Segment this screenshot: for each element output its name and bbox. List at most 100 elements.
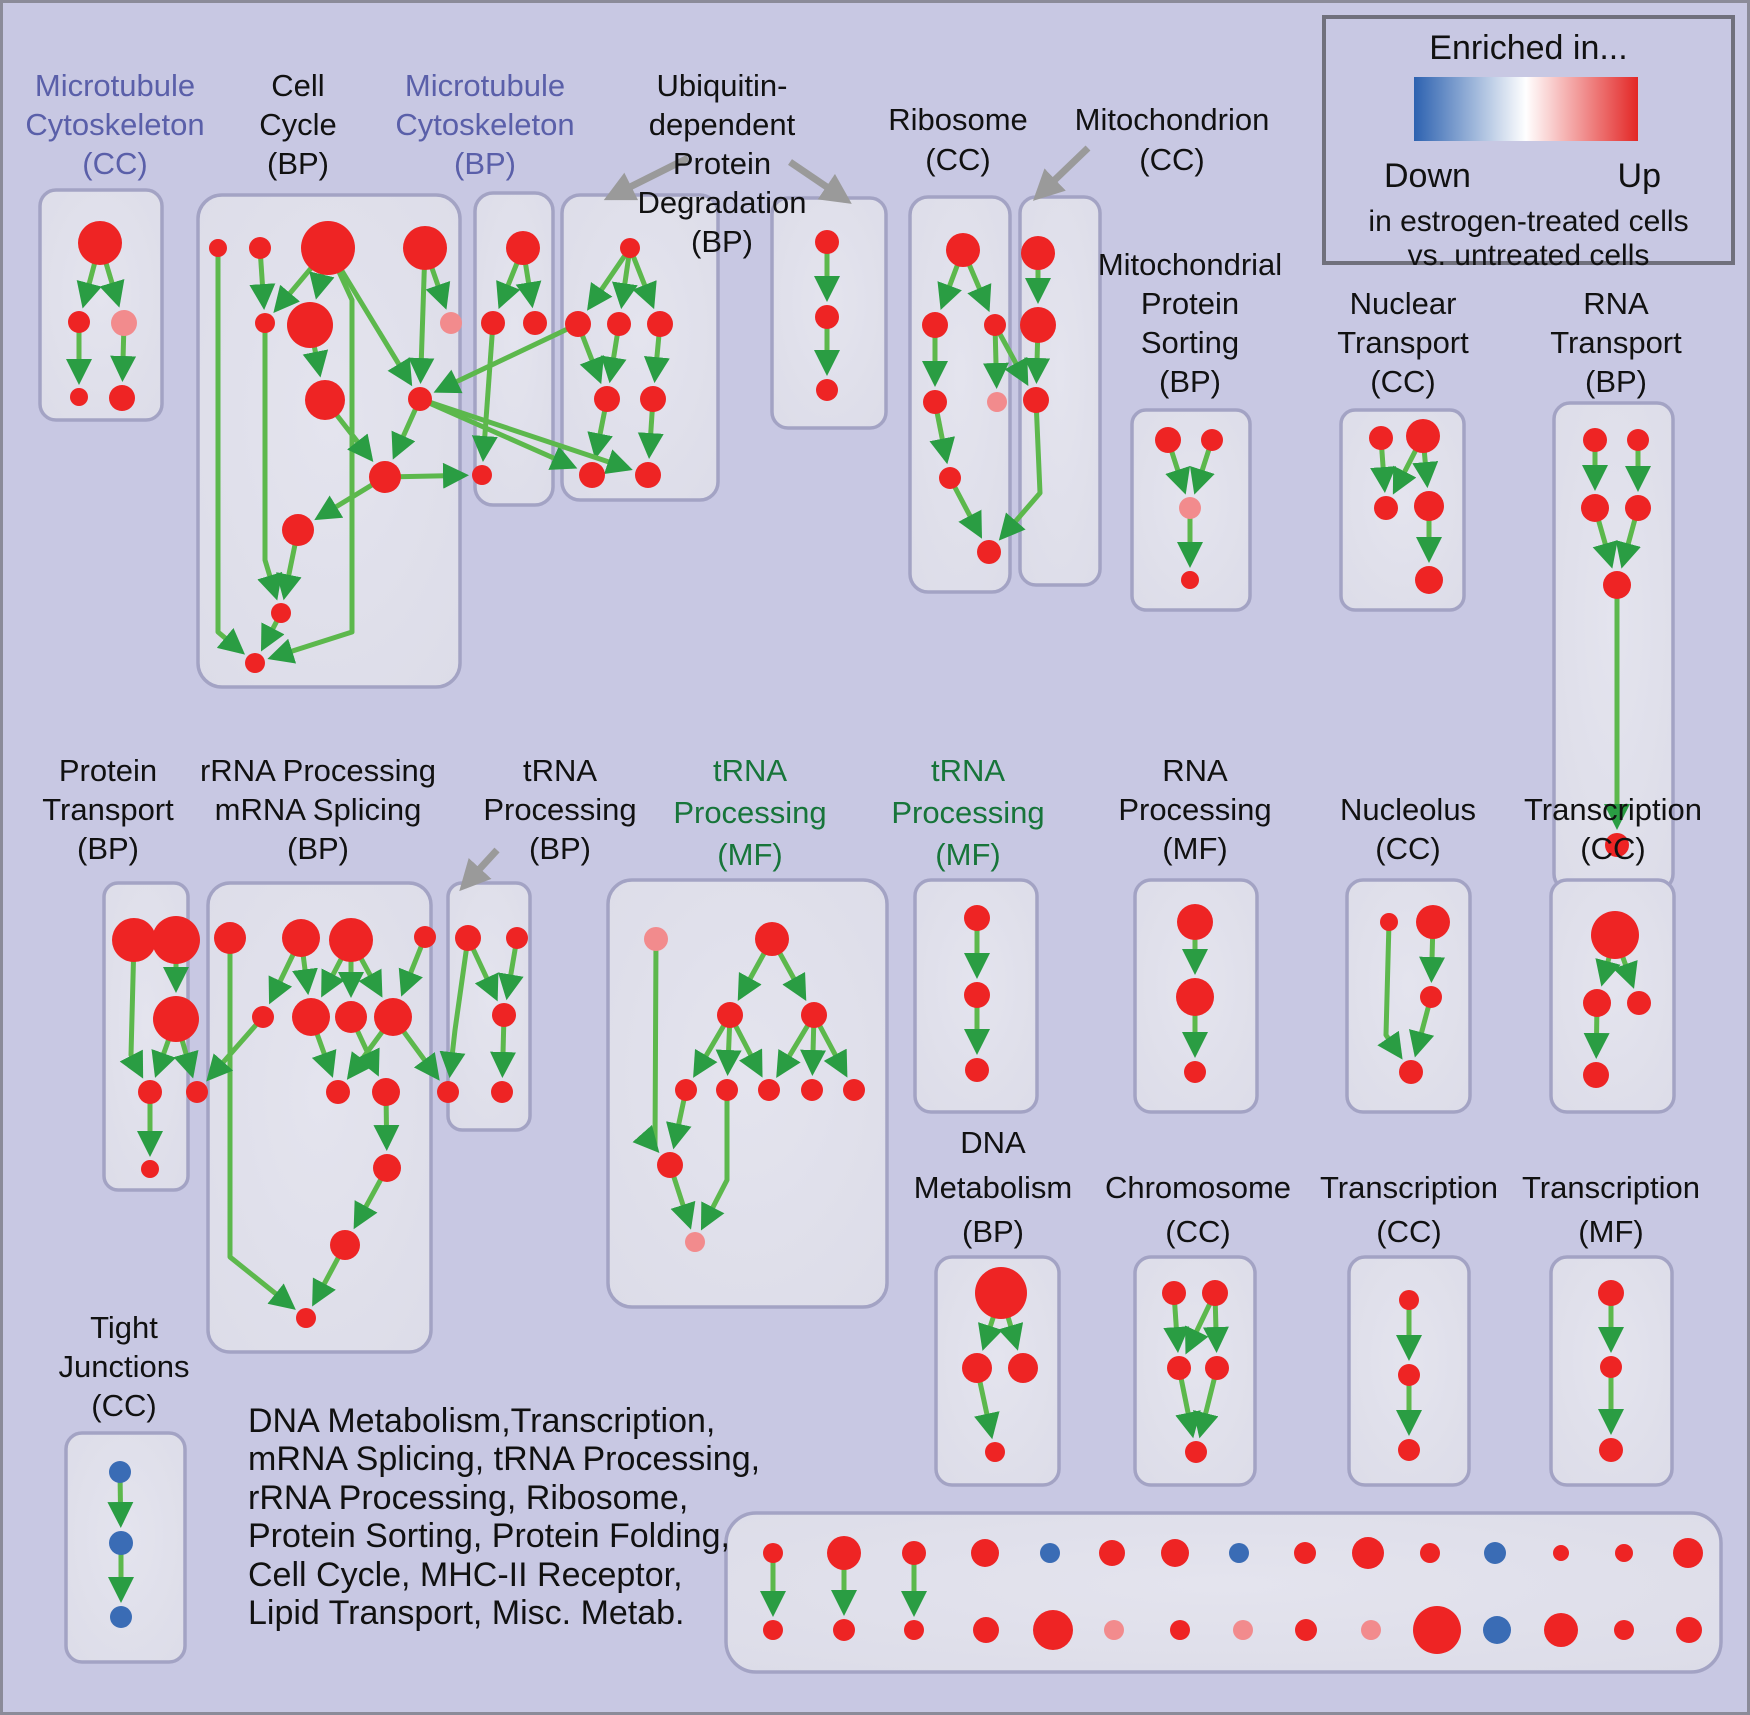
node-mt-cc-4 — [109, 385, 135, 411]
cluster-label-rna-proc-mf: Processing — [1118, 792, 1271, 827]
node-cell-cycle-4 — [255, 313, 275, 333]
cluster-label-ribosome: Ribosome — [888, 102, 1028, 137]
legend-subtitle-2: vs. untreated cells — [1407, 239, 1650, 272]
edge-mt-bp — [471, 322, 498, 463]
node-mt-cc-1 — [68, 311, 90, 333]
edge-ubiq-deg — [587, 246, 633, 311]
node-nuclear-transport-0 — [1369, 426, 1393, 450]
note-line-5: Lipid Transport, Misc. Metab. — [248, 1594, 685, 1632]
cluster-label-chromosome: Chromosome — [1105, 1170, 1291, 1205]
node-nuclear-transport-2 — [1374, 496, 1398, 520]
node-tight-junctions-1 — [109, 1531, 133, 1555]
cross-edge-0 — [418, 396, 578, 470]
node-cell-cycle-2 — [301, 221, 355, 275]
node-mitochondrion-1 — [1020, 307, 1056, 343]
cluster-box-rrna-mrna — [206, 881, 433, 1354]
node-trna-bp-1 — [506, 927, 528, 949]
cluster-label-rrna-mrna: mRNA Splicing — [215, 792, 422, 827]
node-misc-wide-7 — [1229, 1543, 1249, 1563]
note-line-1: mRNA Splicing, tRNA Processing, — [248, 1440, 760, 1478]
node-protein-transport-3 — [138, 1080, 162, 1104]
cluster-label-trna-bp: (BP) — [529, 831, 591, 866]
node-rrna-mrna-10 — [373, 1154, 401, 1182]
node-misc-wide-15 — [763, 1620, 783, 1640]
edge-cell-cycle — [215, 248, 246, 655]
node-rna-transport-0 — [1583, 428, 1607, 452]
node-transcription-cc-2-1 — [1398, 1364, 1420, 1386]
cluster-label-protein-transport: Transport — [42, 792, 174, 827]
cluster-label-dna-metabolism: (BP) — [962, 1214, 1024, 1249]
node-nucleolus-1 — [1416, 905, 1450, 939]
node-transcription-mf-0 — [1598, 1280, 1624, 1306]
node-dna-metabolism-0 — [975, 1267, 1027, 1319]
node-ubiq-deg-6 — [579, 462, 605, 488]
node-rrna-mrna-3 — [414, 926, 436, 948]
node-rrna-mrna-12 — [296, 1308, 316, 1328]
node-nuclear-transport-4 — [1415, 566, 1443, 594]
cluster-label-trna-bp: tRNA — [523, 753, 597, 788]
cluster-label-rna-proc-mf: RNA — [1162, 753, 1228, 788]
node-cell-cycle-9 — [369, 461, 401, 493]
cluster-box-chromosome — [1133, 1255, 1257, 1487]
node-chromosome-0 — [1162, 1281, 1186, 1305]
edge-cell-cycle — [257, 323, 283, 601]
node-rrna-mrna-11 — [330, 1230, 360, 1260]
node-transcription-cc-1-3 — [1583, 1062, 1609, 1088]
node-transcription-cc-1-0 — [1591, 911, 1639, 959]
node-ubiq-deg-4 — [594, 386, 620, 412]
node-misc-wide-28 — [1614, 1620, 1634, 1640]
legend-title: Enriched in... — [1429, 29, 1628, 67]
node-dna-metabolism-2 — [1008, 1353, 1038, 1383]
node-misc-wide-10 — [1420, 1543, 1440, 1563]
node-cell-cycle-3 — [403, 226, 447, 270]
node-tight-junctions-2 — [110, 1606, 132, 1628]
cluster-label-nuclear-transport: Nuclear — [1350, 286, 1457, 321]
label-pointer-arrow-0 — [603, 154, 690, 201]
node-cell-cycle-7 — [305, 380, 345, 420]
node-misc-wide-9 — [1352, 1537, 1384, 1569]
cross-edge-6 — [206, 1015, 265, 1082]
node-rrna-mrna-9 — [372, 1078, 400, 1106]
cluster-label-protein-transport: (BP) — [77, 831, 139, 866]
node-nucleolus-3 — [1399, 1060, 1423, 1084]
node-rna-transport-1 — [1627, 429, 1649, 451]
node-trna-mf-1-10 — [685, 1232, 705, 1252]
node-trna-mf-2-1 — [964, 982, 990, 1008]
cluster-label-mitochondrion: (CC) — [1139, 142, 1204, 177]
node-nucleolus-0 — [1380, 913, 1398, 931]
node-ubiq-deg-2-0 — [815, 230, 839, 254]
edge-cell-cycle — [267, 246, 355, 664]
node-mitochondrion-0 — [1021, 236, 1055, 270]
node-cell-cycle-6 — [440, 312, 462, 334]
cluster-label-trna-mf-1: Processing — [673, 795, 826, 830]
node-trna-mf-1-4 — [675, 1079, 697, 1101]
node-transcription-cc-1-2 — [1627, 991, 1651, 1015]
cluster-box-nuclear-transport — [1339, 408, 1466, 612]
node-rna-transport-2 — [1581, 494, 1609, 522]
node-cell-cycle-5 — [287, 302, 333, 348]
node-rna-transport-4 — [1603, 571, 1631, 599]
node-trna-mf-1-7 — [801, 1079, 823, 1101]
node-rna-proc-mf-2 — [1184, 1061, 1206, 1083]
cluster-label-ubiq-deg: dependent — [649, 107, 796, 142]
node-rna-transport-5 — [1605, 833, 1629, 857]
label-pointer-arrow-3 — [459, 847, 500, 892]
cluster-box-dna-metabolism — [934, 1255, 1061, 1487]
node-nuclear-transport-1 — [1406, 419, 1440, 453]
node-rrna-mrna-7 — [374, 998, 412, 1036]
cluster-label-transcription-mf: (MF) — [1578, 1214, 1643, 1249]
cluster-box-transcription-cc-1 — [1549, 878, 1676, 1114]
cross-edge-1 — [419, 396, 633, 475]
edge-trna-bp — [439, 937, 471, 1079]
label-pointer-arrow-2 — [1032, 145, 1091, 201]
cluster-label-tight-junctions: Junctions — [59, 1349, 190, 1384]
node-ubiq-deg-2-1 — [815, 305, 839, 329]
node-misc-wide-8 — [1294, 1542, 1316, 1564]
cross-edge-5 — [998, 399, 1043, 541]
cluster-label-mito-sorting: Mitochondrial — [1098, 247, 1282, 282]
note-line-3: Protein Sorting, Protein Folding, — [248, 1517, 730, 1555]
cluster-label-mito-sorting: Sorting — [1141, 325, 1239, 360]
cluster-label-dna-metabolism: DNA — [960, 1125, 1026, 1160]
node-tight-junctions-0 — [109, 1461, 131, 1483]
